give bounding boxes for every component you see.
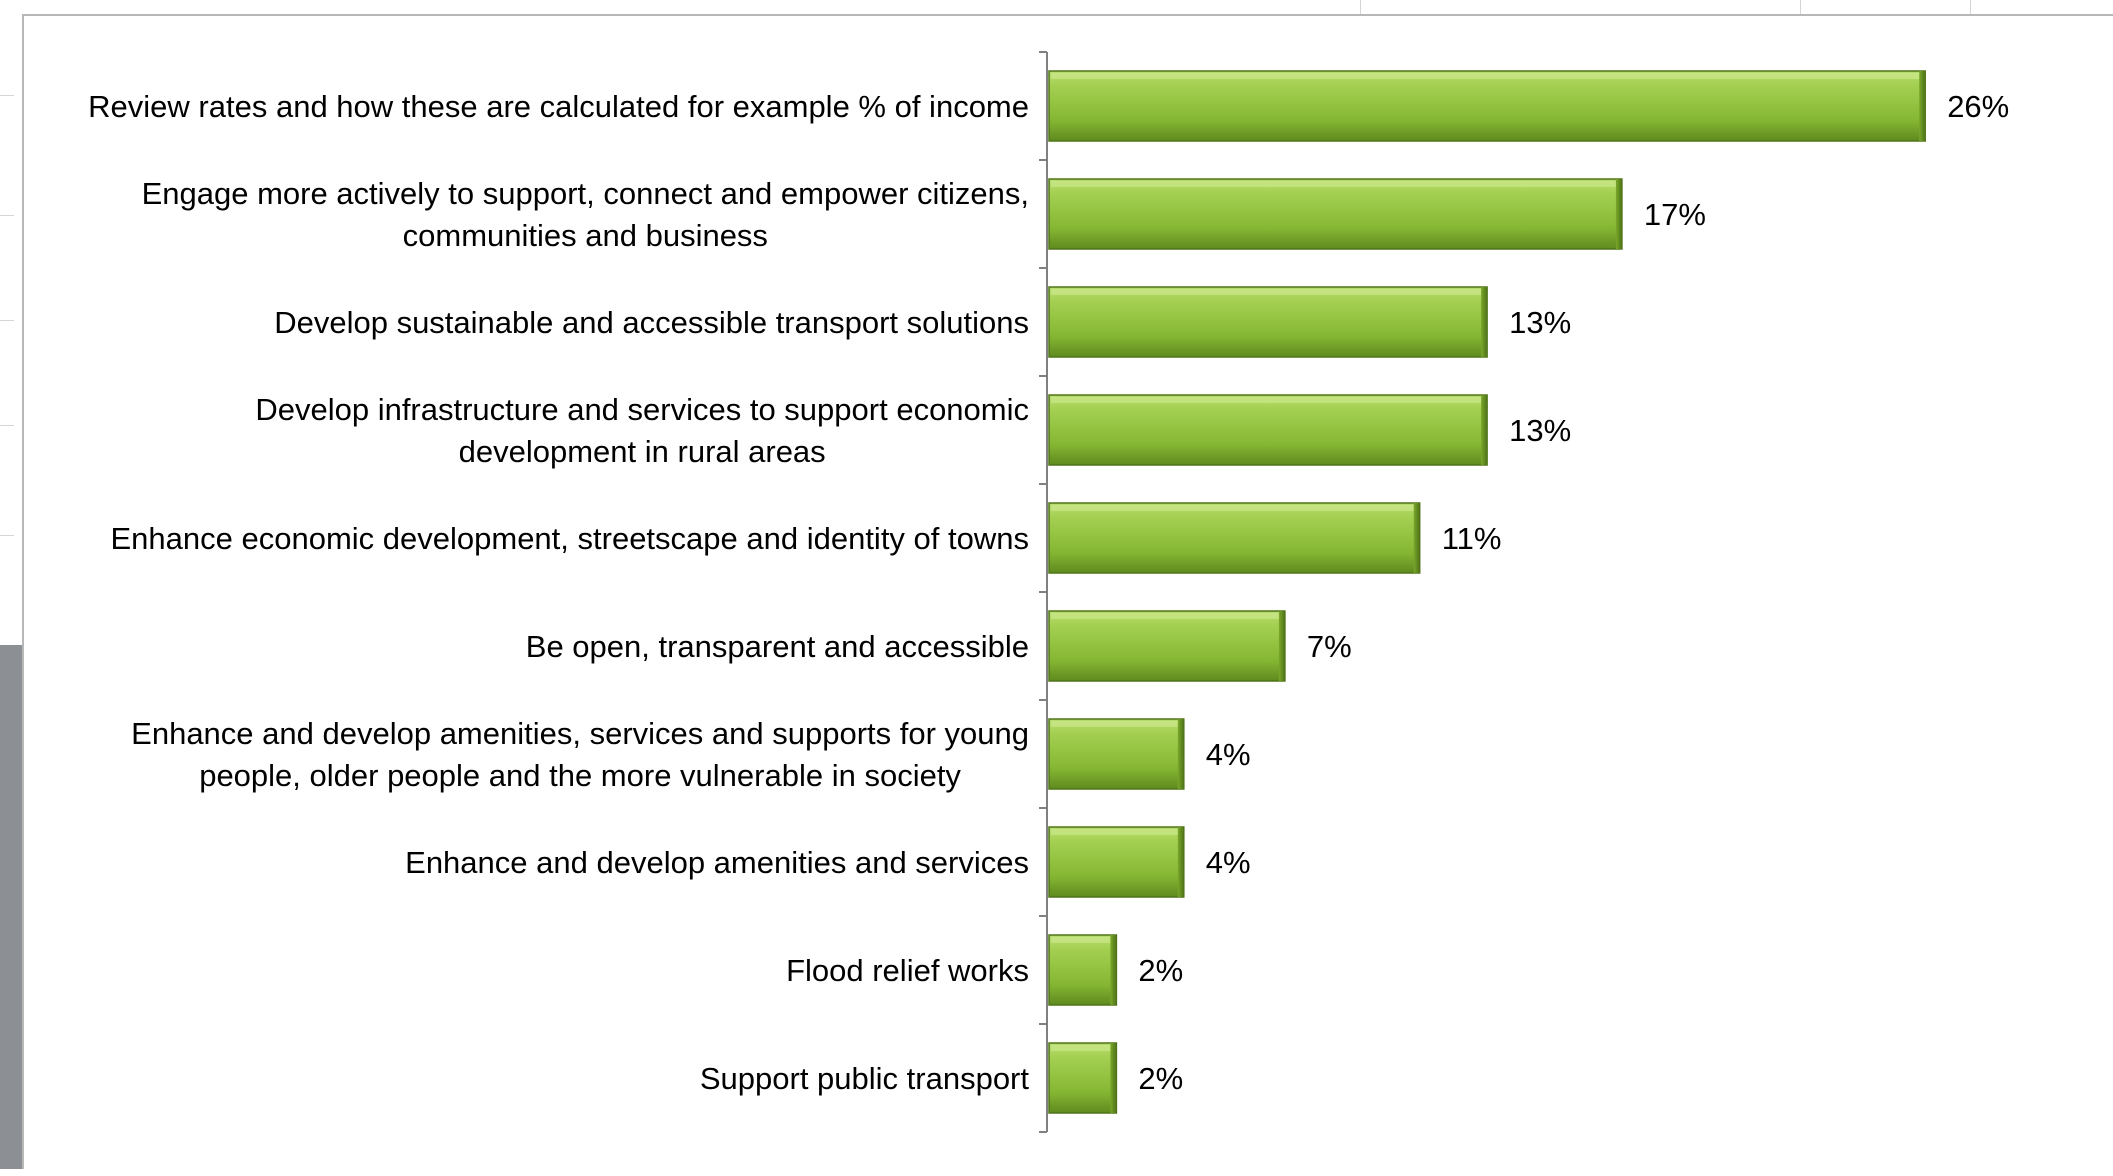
side-panel-strip [0, 645, 22, 1169]
category-label: Enhance and develop amenities and servic… [405, 845, 1029, 880]
data-label: 26% [1947, 89, 2009, 124]
bar [1048, 502, 1421, 574]
bar-body [1048, 70, 1926, 142]
data-label: 11% [1442, 521, 1502, 556]
bar-highlight [1051, 721, 1182, 727]
data-label: 4% [1206, 737, 1251, 772]
bar-end-cap [1919, 71, 1926, 141]
bar-body [1048, 178, 1623, 250]
data-label: 2% [1138, 1061, 1183, 1096]
background-gridline [0, 535, 14, 536]
bar-body [1048, 610, 1286, 682]
bar-body [1048, 286, 1488, 358]
bar-end-cap [1481, 395, 1488, 465]
bar [1048, 610, 1286, 682]
data-label: 13% [1509, 305, 1571, 340]
bar-end-cap [1615, 179, 1622, 249]
bar-end-cap [1110, 1043, 1117, 1113]
chart-area[interactable]: 26% Review rates and how these are calcul… [22, 14, 2113, 1169]
data-label: 4% [1206, 845, 1251, 880]
bar-end-cap [1177, 827, 1184, 897]
background-gridline [0, 215, 14, 216]
bar-body [1048, 826, 1185, 898]
bar-end-cap [1278, 611, 1285, 681]
bar-highlight [1051, 289, 1486, 295]
category-label: Engage more actively to support, connect… [142, 176, 1029, 253]
background-gridline [0, 425, 14, 426]
bar [1048, 286, 1488, 358]
background-gridline [1800, 0, 1801, 14]
background-gridline [0, 95, 14, 96]
category-label: Be open, transparent and accessible [526, 629, 1029, 664]
background-gridline [0, 320, 14, 321]
background-gridline [1360, 0, 1361, 14]
category-label: Develop sustainable and accessible trans… [274, 305, 1029, 340]
bar-body [1048, 502, 1421, 574]
category-label: Support public transport [700, 1061, 1030, 1096]
category-label: Enhance economic development, streetscap… [111, 521, 1030, 556]
bar [1048, 826, 1185, 898]
bar-highlight [1051, 505, 1418, 511]
bar-end-cap [1110, 935, 1117, 1005]
data-label: 17% [1644, 197, 1706, 232]
category-label: Develop infrastructure and services to s… [255, 392, 1029, 469]
bar-body [1048, 1042, 1118, 1114]
bar-highlight [1051, 181, 1620, 187]
bar-highlight [1051, 73, 1924, 79]
data-label: 7% [1307, 629, 1352, 664]
bar-end-cap [1413, 503, 1420, 573]
data-label: 13% [1509, 413, 1571, 448]
bar-chart: 26% Review rates and how these are calcul… [88, 51, 2009, 1133]
category-label: Review rates and how these are calculate… [88, 89, 1029, 124]
bar [1048, 394, 1488, 466]
category-label: Enhance and develop amenities, services … [131, 716, 1029, 793]
bar [1048, 718, 1185, 790]
bar-body [1048, 718, 1185, 790]
bar [1048, 934, 1118, 1006]
data-label: 2% [1138, 953, 1183, 988]
background-gridline [1970, 0, 1971, 14]
bar-highlight [1051, 937, 1115, 943]
bar-highlight [1051, 613, 1283, 619]
bar-body [1048, 394, 1488, 466]
bar-highlight [1051, 397, 1486, 403]
bar [1048, 70, 1926, 142]
bar [1048, 1042, 1118, 1114]
bar-end-cap [1481, 287, 1488, 357]
bar-highlight [1051, 829, 1182, 835]
bar [1048, 178, 1623, 250]
category-label: Flood relief works [786, 953, 1029, 988]
bar-highlight [1051, 1045, 1115, 1051]
bar-end-cap [1177, 719, 1184, 789]
bar-body [1048, 934, 1118, 1006]
